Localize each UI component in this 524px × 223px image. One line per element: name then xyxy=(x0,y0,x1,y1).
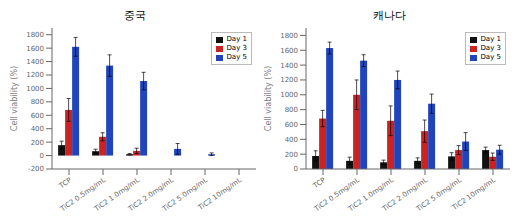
svg-text:-200: -200 xyxy=(28,165,44,173)
svg-text:1800: 1800 xyxy=(26,31,44,39)
svg-text:TiC2 5.0mg/mL: TiC2 5.0mg/mL xyxy=(161,176,209,214)
svg-text:1400: 1400 xyxy=(280,62,298,70)
svg-text:800: 800 xyxy=(285,106,298,114)
html-text:Day 1: Day 1 xyxy=(226,35,247,43)
svg-text:200: 200 xyxy=(285,151,298,159)
svg-text:1800: 1800 xyxy=(280,32,298,40)
html-text:캐나다: 캐나다 xyxy=(372,9,406,22)
svg-text:400: 400 xyxy=(31,125,44,133)
html-text:Day 5: Day 5 xyxy=(480,53,501,61)
svg-text:1200: 1200 xyxy=(26,71,44,79)
svg-text:TCP: TCP xyxy=(57,176,73,191)
svg-text:0: 0 xyxy=(294,165,298,173)
html-text:Day 3: Day 3 xyxy=(226,44,247,52)
svg-text:TiC2 2.0mg/mL: TiC2 2.0mg/mL xyxy=(127,176,175,214)
svg-text:400: 400 xyxy=(285,136,298,144)
svg-text:TiC2 1.0mg/mL: TiC2 1.0mg/mL xyxy=(93,176,141,214)
svg-text:1600: 1600 xyxy=(26,45,44,53)
svg-text:1000: 1000 xyxy=(280,91,298,99)
svg-text:200: 200 xyxy=(31,139,44,147)
svg-text:TiC2 2.0mg/mL: TiC2 2.0mg/mL xyxy=(381,176,429,214)
svg-text:TiC2 5.0mg/mL: TiC2 5.0mg/mL xyxy=(415,176,463,214)
svg-text:1200: 1200 xyxy=(280,76,298,84)
svg-text:1000: 1000 xyxy=(26,85,44,93)
svg-text:Cell viability (%): Cell viability (%) xyxy=(10,66,19,131)
svg-text:1600: 1600 xyxy=(280,47,298,55)
html-text:Day 1: Day 1 xyxy=(480,35,501,43)
svg-text:800: 800 xyxy=(31,98,44,106)
html-text:Day 3: Day 3 xyxy=(480,44,501,52)
svg-text:TiC2 1.0mg/mL: TiC2 1.0mg/mL xyxy=(347,176,395,214)
html-text:중국: 중국 xyxy=(124,9,146,22)
svg-text:TiC2 10mg/mL: TiC2 10mg/mL xyxy=(450,176,497,212)
html-text:Day 5: Day 5 xyxy=(226,53,247,61)
svg-text:TiC2 0.5mg/mL: TiC2 0.5mg/mL xyxy=(313,176,361,214)
svg-text:Cell viability (%): Cell viability (%) xyxy=(264,66,273,131)
svg-text:TCP: TCP xyxy=(311,176,327,191)
svg-text:1400: 1400 xyxy=(26,58,44,66)
svg-text:600: 600 xyxy=(285,121,298,129)
svg-text:600: 600 xyxy=(31,112,44,120)
svg-text:0: 0 xyxy=(40,152,44,160)
svg-text:TiC2 0.5mg/mL: TiC2 0.5mg/mL xyxy=(59,176,107,214)
svg-text:TiC2 10mg/mL: TiC2 10mg/mL xyxy=(196,176,243,212)
